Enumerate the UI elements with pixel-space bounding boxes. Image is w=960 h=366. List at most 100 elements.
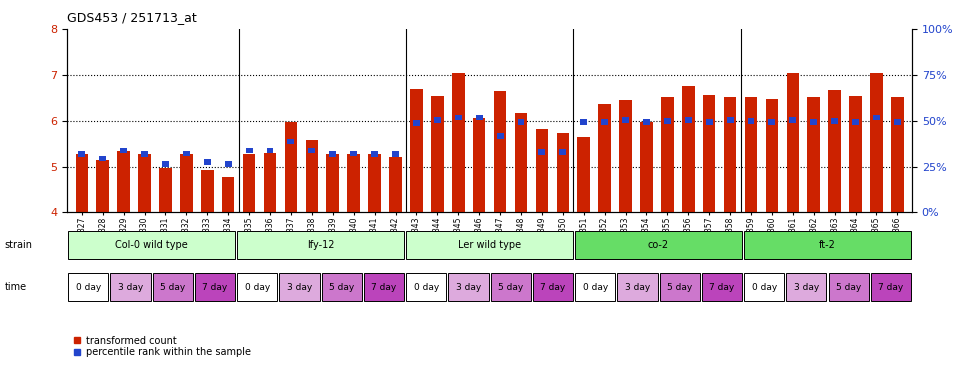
Bar [684,117,692,123]
FancyBboxPatch shape [871,273,911,301]
Text: ft-2: ft-2 [819,240,836,250]
Bar [267,148,274,153]
Bar [640,122,653,212]
Text: 7 day: 7 day [203,283,228,292]
FancyBboxPatch shape [195,273,235,301]
FancyBboxPatch shape [153,273,193,301]
Bar [413,120,420,126]
Bar [745,97,757,212]
Bar [183,151,190,156]
Text: 5 day: 5 day [836,283,861,292]
Text: 0 day: 0 day [752,283,777,292]
Bar [536,129,548,212]
Bar [473,117,486,212]
Text: 3 day: 3 day [456,283,481,292]
Bar [682,86,694,212]
Bar [557,133,569,212]
Bar [789,117,796,123]
Bar [724,97,736,212]
Bar [891,97,903,212]
Text: 5 day: 5 day [667,283,692,292]
Bar [452,73,465,212]
Bar [727,117,733,123]
Bar [99,156,107,161]
FancyBboxPatch shape [491,273,531,301]
Bar [308,148,315,153]
Bar [870,73,883,212]
FancyBboxPatch shape [744,231,911,259]
FancyBboxPatch shape [575,231,742,259]
FancyBboxPatch shape [406,273,446,301]
FancyBboxPatch shape [68,273,108,301]
Bar [204,159,211,165]
FancyBboxPatch shape [364,273,404,301]
Bar [622,117,629,123]
FancyBboxPatch shape [279,273,320,301]
Text: strain: strain [5,240,33,250]
Text: 5 day: 5 day [498,283,523,292]
Text: 7 day: 7 day [709,283,734,292]
Bar [96,160,109,212]
Legend: transformed count, percentile rank within the sample: transformed count, percentile rank withi… [72,336,251,358]
Bar [786,73,799,212]
FancyBboxPatch shape [786,273,827,301]
Bar [493,91,506,212]
Bar [515,113,527,212]
Text: 0 day: 0 day [414,283,439,292]
Bar [76,154,88,212]
Bar [372,152,378,157]
Bar [348,154,360,212]
Text: Ler wild type: Ler wild type [458,240,521,250]
Text: 0 day: 0 day [245,283,270,292]
FancyBboxPatch shape [828,273,869,301]
Bar [243,154,255,212]
Bar [539,149,545,154]
Bar [894,119,900,125]
Bar [496,133,503,139]
Text: 7 day: 7 day [372,283,396,292]
Bar [601,119,608,125]
Bar [768,119,776,125]
Bar [580,119,588,125]
Bar [120,148,127,153]
Bar [852,119,859,125]
Bar [138,154,151,212]
Text: 3 day: 3 day [794,283,819,292]
FancyBboxPatch shape [406,231,573,259]
Bar [392,152,399,157]
Bar [807,97,820,212]
Bar [560,149,566,154]
Bar [661,97,674,212]
Bar [264,153,276,212]
Bar [706,119,712,125]
Bar [222,177,234,212]
FancyBboxPatch shape [448,273,489,301]
Bar [326,154,339,212]
Text: GDS453 / 251713_at: GDS453 / 251713_at [67,11,197,24]
FancyBboxPatch shape [744,273,784,301]
Bar [703,95,715,212]
Bar [619,100,632,212]
Text: 7 day: 7 day [878,283,903,292]
Bar [434,117,441,123]
Bar [79,152,85,157]
Bar [643,119,650,125]
FancyBboxPatch shape [237,273,277,301]
FancyBboxPatch shape [617,273,658,301]
Bar [305,141,318,212]
Bar [201,170,213,212]
Bar [180,154,193,212]
Text: 0 day: 0 day [76,283,101,292]
Text: 3 day: 3 day [625,283,650,292]
Bar [766,99,779,212]
Bar [455,115,462,120]
Bar [850,96,862,212]
Text: time: time [5,282,27,292]
FancyBboxPatch shape [575,273,615,301]
FancyBboxPatch shape [660,273,700,301]
Bar [831,118,838,123]
Bar [246,148,252,153]
FancyBboxPatch shape [322,273,362,301]
Bar [810,119,817,125]
Bar [517,119,524,125]
